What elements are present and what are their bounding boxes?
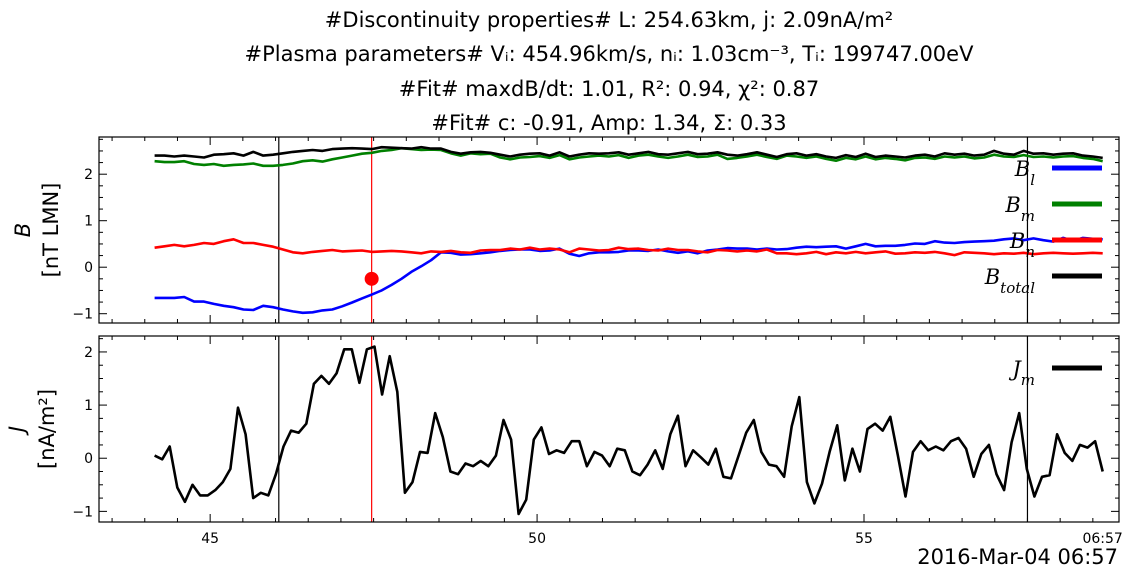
b-field-panel: −1 0 1 2 Bl Bm Bn Btotal B [nT LMN] xyxy=(11,136,1120,324)
ytick-label: −1 xyxy=(72,307,93,323)
ytick-label: 0 xyxy=(84,451,93,467)
ytick-label: 2 xyxy=(84,345,93,361)
b-legend: Bl Bm Bn Btotal xyxy=(984,157,1102,297)
j-ylabel-symbol: J xyxy=(5,426,29,436)
legend-label-b-m: Bm xyxy=(1004,193,1035,225)
legend-label-j-m: Jm xyxy=(1008,357,1035,389)
legend-label-b-l: Bl xyxy=(1014,157,1035,189)
title-line-4: #Fit# c: -0.91, Amp: 1.34, Σ: 0.33 xyxy=(431,111,786,135)
series-b-m xyxy=(154,146,1103,168)
xtick-label: 45 xyxy=(201,531,219,547)
series-b-l xyxy=(154,236,1103,315)
b-ylabel: B [nT LMN] xyxy=(11,183,63,278)
j-ylabel-units: [nA/m²] xyxy=(35,389,59,469)
j-current-panel: −1 0 1 2 45 50 55 06:57 Jm J [nA/m²] xyxy=(5,335,1123,547)
xtick-label: 50 xyxy=(528,531,546,547)
ytick-label: −1 xyxy=(72,504,93,520)
j-panel-frame xyxy=(98,335,1120,523)
fit-center-marker xyxy=(364,271,379,286)
ytick-label: 1 xyxy=(84,214,93,230)
title-line-1: #Discontinuity properties# L: 254.63km, … xyxy=(325,8,893,32)
legend-label-b-n: Bn xyxy=(1009,229,1035,261)
title-line-2: #Plasma parameters# Vᵢ: 454.96km/s, nᵢ: … xyxy=(245,42,975,66)
b-ylabel-symbol: B xyxy=(11,223,35,237)
ytick-label: 2 xyxy=(84,167,93,183)
ytick-label: 1 xyxy=(84,398,93,414)
ytick-label: 0 xyxy=(84,260,93,276)
j-ylabel: J [nA/m²] xyxy=(5,389,59,469)
series-j-m xyxy=(154,345,1104,516)
j-legend: Jm xyxy=(1008,357,1102,389)
figure-title: #Discontinuity properties# L: 254.63km, … xyxy=(245,8,975,135)
b-panel-frame xyxy=(98,136,1120,324)
series-b-total xyxy=(154,145,1103,160)
title-line-3: #Fit# maxdB/dt: 1.01, R²: 0.94, χ²: 0.87 xyxy=(399,77,819,101)
date-label: 2016-Mar-04 06:57 xyxy=(917,545,1118,569)
b-ylabel-units: [nT LMN] xyxy=(39,183,63,278)
xtick-label: 55 xyxy=(855,531,873,547)
xtick-label: 06:57 xyxy=(1082,531,1122,547)
series-b-n xyxy=(154,238,1103,257)
legend-label-b-total: Btotal xyxy=(984,265,1035,297)
